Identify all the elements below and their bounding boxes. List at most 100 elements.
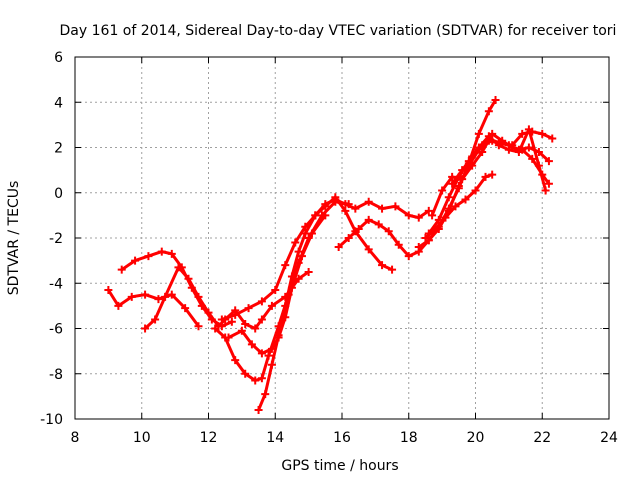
data-point-marker (354, 224, 363, 233)
x-tick-label: 8 (71, 430, 80, 446)
data-point-marker (524, 143, 533, 152)
x-tick-label: 18 (400, 430, 418, 446)
data-point-marker (204, 308, 213, 317)
data-point-marker (438, 186, 447, 195)
data-point-marker (498, 138, 507, 147)
data-point-marker (254, 405, 263, 414)
data-point-marker (237, 326, 246, 335)
data-point-marker (184, 274, 193, 283)
data-point-marker (157, 247, 166, 256)
data-point-marker (341, 206, 350, 215)
x-tick-label: 16 (333, 430, 351, 446)
y-tick-label: -10 (40, 412, 63, 428)
data-point-marker (538, 170, 547, 179)
data-point-marker (307, 229, 316, 238)
data-point-marker (388, 265, 397, 274)
data-point-marker (434, 215, 443, 224)
data-point-marker (304, 267, 313, 276)
data-point-marker (181, 304, 190, 313)
data-point-marker (301, 222, 310, 231)
data-point-marker (364, 215, 373, 224)
data-point-marker (364, 197, 373, 206)
data-point-marker (488, 136, 497, 145)
x-tick-label: 12 (200, 430, 218, 446)
data-point-marker (251, 376, 260, 385)
data-point-marker (167, 290, 176, 299)
data-point-marker (267, 360, 276, 369)
data-point-marker (267, 301, 276, 310)
data-point-marker (378, 204, 387, 213)
data-point-marker (264, 351, 273, 360)
data-point-marker (474, 129, 483, 138)
data-point-marker (271, 286, 280, 295)
data-point-marker (194, 322, 203, 331)
data-point-marker (194, 292, 203, 301)
data-point-marker (224, 333, 233, 342)
y-tick-label: -8 (49, 367, 63, 383)
data-point-marker (281, 261, 290, 270)
data-point-marker (528, 154, 537, 163)
data-point-marker (478, 148, 487, 157)
data-point-marker (404, 252, 413, 261)
data-point-marker (404, 211, 413, 220)
data-point-marker (241, 319, 250, 328)
data-point-marker (127, 292, 136, 301)
data-point-marker (471, 186, 480, 195)
x-tick-label: 22 (533, 430, 551, 446)
data-point-marker (391, 202, 400, 211)
data-point-marker (544, 157, 553, 166)
y-tick-label: -4 (49, 276, 63, 292)
data-point-marker (544, 179, 553, 188)
data-point-marker (491, 95, 500, 104)
data-point-marker (257, 315, 266, 324)
data-point-marker (508, 141, 517, 150)
data-point-marker (167, 249, 176, 258)
data-point-marker (448, 179, 457, 188)
data-point-marker (251, 324, 260, 333)
data-point-marker (344, 234, 353, 242)
data-point-marker (444, 193, 453, 202)
data-point-marker (528, 127, 537, 136)
data-point-marker (257, 374, 266, 383)
data-point-marker (231, 356, 240, 365)
x-tick-label: 20 (467, 430, 485, 446)
data-point-marker (468, 161, 477, 170)
series-arc-4 (213, 200, 351, 382)
y-tick-label: 4 (54, 95, 63, 111)
data-point-marker (414, 243, 423, 252)
x-tick-label: 24 (600, 430, 618, 446)
data-point-marker (141, 290, 150, 299)
data-point-marker (131, 256, 140, 265)
data-point-marker (484, 107, 493, 116)
data-point-marker (364, 245, 373, 254)
data-point-marker (174, 263, 183, 272)
data-point-marker (274, 331, 283, 340)
data-point-marker (458, 166, 467, 175)
data-point-marker (117, 265, 126, 274)
chart-title: Day 161 of 2014, Sidereal Day-to-day VTE… (60, 23, 617, 39)
data-point-marker (518, 145, 527, 154)
series-arc-7 (220, 195, 394, 321)
data-point-marker (394, 240, 403, 249)
data-point-marker (458, 175, 467, 184)
data-point-marker (461, 195, 470, 204)
data-point-marker (428, 211, 437, 220)
data-point-marker (257, 297, 266, 306)
series-group (104, 95, 557, 414)
data-point-marker (538, 129, 547, 138)
data-point-marker (334, 243, 343, 252)
data-point-marker (291, 238, 300, 247)
series-arc-13 (423, 173, 494, 240)
data-point-marker (217, 315, 226, 324)
x-tick-label: 14 (266, 430, 284, 446)
series-arc-1 (120, 250, 234, 328)
data-point-marker (488, 129, 497, 138)
data-point-marker (154, 295, 163, 304)
y-tick-label: -6 (49, 322, 63, 338)
x-tick-label: 10 (133, 430, 151, 446)
data-point-marker (481, 172, 490, 181)
series-arc-6 (257, 198, 431, 412)
data-point-marker (287, 272, 296, 281)
